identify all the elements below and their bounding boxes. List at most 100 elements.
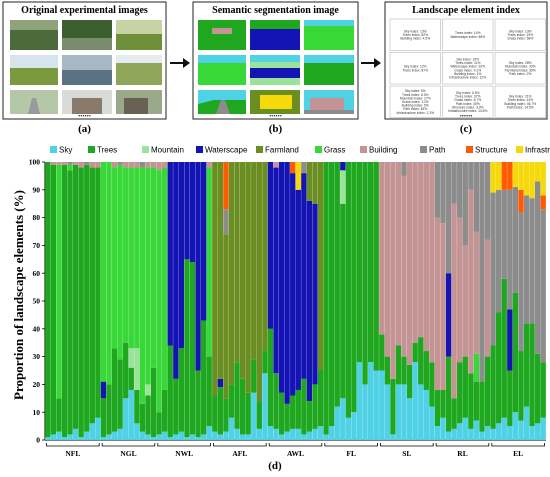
index-cell [442, 85, 494, 118]
bar-segment-path [67, 162, 73, 165]
bar-segment-sky [234, 428, 240, 440]
bar-segment-trees [423, 351, 429, 390]
bar-segment-sky [50, 434, 57, 440]
index-cell [494, 85, 546, 118]
arrow-b-to-c [361, 58, 381, 68]
bar-segment-trees [518, 351, 524, 421]
panel-c-label: (c) [460, 123, 473, 135]
bar-segment-trees [367, 162, 374, 363]
x-tick-label: FL [346, 449, 356, 458]
bar-segment-building [440, 223, 446, 390]
legend-swatch-building [360, 146, 367, 153]
chart-groups: NFL NGL NWL AFL AWL FL SL RL EL [46, 443, 545, 458]
legend-swatch-path [420, 146, 427, 153]
bar-segment-path [223, 209, 229, 235]
bar-segment-trees [245, 392, 251, 435]
x-tick-label: RL [457, 449, 467, 458]
y-tick-label: 90 [33, 185, 41, 194]
bar-segment-structure [540, 195, 546, 210]
bar-segment-mountain [145, 384, 151, 396]
chart-bars [45, 162, 546, 440]
bar-segment-sky [195, 437, 201, 440]
bar-segment-sky [67, 434, 73, 440]
bar-segment-waterscape [507, 309, 513, 371]
index-line: Sky index: 12% [404, 65, 427, 69]
bar-segment-trees [256, 401, 262, 429]
group-bracket [491, 443, 545, 447]
y-tick-label: 50 [33, 297, 41, 306]
bar-segment-trees [284, 403, 290, 432]
bar-segment-building [123, 162, 129, 168]
bar-segment-sky [317, 426, 324, 440]
bar-segment-sky [78, 437, 84, 440]
bar-segment-sky [345, 417, 352, 440]
group-bracket [324, 443, 378, 447]
bar-segment-sky [484, 426, 491, 440]
bar-segment-grass [128, 167, 134, 349]
bar-segment-farmland [317, 162, 324, 371]
panel-b: Semantic segmentation image •••••• [192, 1, 359, 135]
bar-segment-sky [512, 412, 519, 440]
bar-segment-trees [95, 167, 101, 418]
index-line: Building index: 5% [402, 104, 429, 108]
chart-axes: 0 10 20 30 40 50 60 70 80 90 100 [29, 158, 546, 445]
bar-segment-sky [295, 428, 301, 440]
bar-segment-trees [379, 334, 385, 371]
chart-legend: Sky Trees Mountain Waterscape Farmland Grass B… [50, 146, 550, 155]
x-tick-label: AFL [232, 449, 247, 458]
index-line: Trees index: 82% [402, 33, 428, 37]
bar-segment-trees [484, 356, 491, 427]
bar-segment-path [529, 198, 535, 324]
bar-segment-sky [468, 428, 474, 440]
bar-segment-sky [251, 392, 257, 440]
bar-segment-building [150, 162, 157, 168]
bar-segment-waterscape [200, 162, 207, 321]
bar-segment-path [501, 189, 507, 279]
bar-segment-infrastructure [295, 162, 301, 190]
bar-segment-farmland [212, 162, 218, 396]
index-line: Path index: 46% [403, 107, 427, 111]
bar-segment-building [162, 162, 168, 168]
panel-a: Original experimental images •••••• (a) [2, 1, 167, 135]
bar-segment-sky [379, 370, 385, 440]
index-line: Sky index: 13% [509, 29, 532, 33]
bar-segment-sky [139, 431, 146, 440]
bar-segment-sky [72, 428, 79, 440]
bar-segment-infrastructure [534, 162, 541, 182]
panel-a-title: Original experimental images [21, 5, 148, 16]
bar-segment-trees [351, 162, 357, 413]
bar-segment-trees [67, 170, 73, 435]
bar-segment-sky [373, 370, 379, 440]
bar-segment-sky [278, 434, 285, 440]
bar-segment-sky [206, 426, 212, 440]
bar-segment-path [534, 181, 541, 354]
y-tick-label: 20 [33, 380, 41, 389]
bar-segment-path [451, 162, 457, 204]
bar-segment-building [206, 162, 212, 168]
bar-segment-trees [106, 384, 112, 435]
x-tick-label: NFL [65, 449, 80, 458]
bar-segment-sky [100, 437, 107, 440]
bar-segment-sky [323, 434, 329, 440]
legend-label: Path [429, 146, 445, 155]
bar-segment-infrastructure [496, 162, 502, 190]
bar-segment-trees [117, 359, 123, 429]
bar-segment-path [457, 162, 463, 218]
bar-segment-sky [89, 423, 95, 440]
bar-segment-sky [128, 389, 134, 440]
bar-segment-waterscape [100, 381, 107, 399]
legend-label: Grass [324, 146, 345, 155]
bar-segment-trees [195, 370, 201, 438]
bar-segment-grass [67, 164, 73, 171]
panel-d: Sky Trees Mountain Waterscape Farmland Grass B… [11, 146, 550, 473]
index-cell [442, 18, 494, 51]
bar-segment-sky [189, 434, 196, 440]
bar-segment-sky [84, 431, 90, 440]
bar-segment-sky [462, 417, 468, 440]
bar-segment-trees [212, 395, 218, 432]
legend-swatch-sky [50, 146, 57, 153]
bar-segment-trees [267, 328, 274, 427]
bar-segment-sky [262, 373, 268, 440]
index-line: Trees index: 19% [507, 33, 533, 37]
bar-segment-sky [162, 431, 168, 440]
